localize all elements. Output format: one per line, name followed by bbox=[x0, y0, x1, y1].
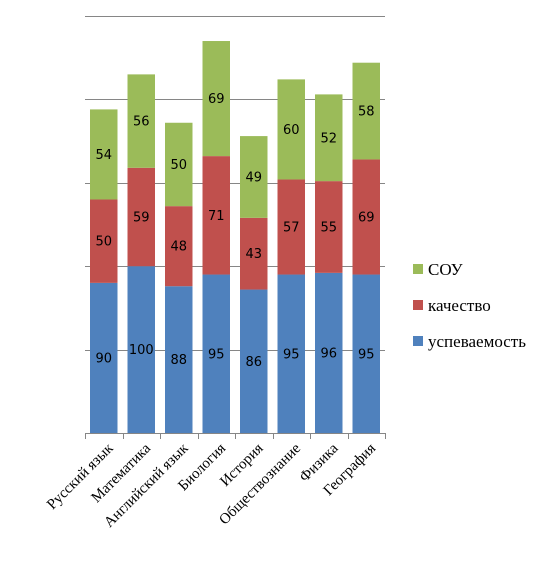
data-label: 58 bbox=[358, 105, 375, 120]
data-label: 69 bbox=[358, 210, 375, 225]
data-label: 50 bbox=[170, 158, 187, 173]
bar-segment bbox=[240, 289, 268, 433]
legend: СОУ качество успеваемость bbox=[413, 260, 526, 351]
data-label: 96 bbox=[320, 346, 337, 361]
bar-segment bbox=[277, 79, 305, 180]
bar-segment bbox=[315, 181, 343, 273]
legend-swatch bbox=[413, 300, 423, 310]
legend-label: успеваемость bbox=[428, 332, 526, 351]
bar-segment bbox=[202, 156, 230, 275]
bar-segment bbox=[202, 41, 230, 157]
data-label: 55 bbox=[320, 221, 337, 236]
data-label: 69 bbox=[208, 92, 225, 107]
bar-segment bbox=[90, 282, 118, 433]
data-label: 88 bbox=[170, 353, 187, 368]
data-label: 95 bbox=[208, 347, 225, 362]
data-label: 95 bbox=[283, 347, 300, 362]
bar-segment bbox=[165, 122, 193, 207]
data-label: 71 bbox=[208, 209, 225, 224]
data-label: 90 bbox=[95, 351, 112, 366]
data-label: 54 bbox=[95, 148, 112, 163]
bar-segment bbox=[165, 286, 193, 433]
data-label: 56 bbox=[133, 115, 150, 130]
data-label: 100 bbox=[129, 343, 154, 358]
legend-swatch bbox=[413, 336, 423, 346]
legend-swatch bbox=[413, 264, 423, 274]
bars: 90 50 54 100 59 56 88 48 50 95 71 69 86 43 49 95 57 60 96 5… bbox=[90, 41, 380, 433]
bar-segment bbox=[240, 217, 268, 290]
data-label: 86 bbox=[245, 355, 262, 370]
data-label: 48 bbox=[170, 240, 187, 255]
bar-segment bbox=[352, 274, 380, 433]
bar-segment bbox=[165, 206, 193, 287]
data-label: 59 bbox=[133, 210, 150, 225]
legend-label: качество bbox=[428, 296, 491, 315]
bar-segment bbox=[90, 199, 118, 283]
bar-segment bbox=[202, 274, 230, 433]
bar-segment bbox=[127, 167, 155, 267]
data-label: 60 bbox=[283, 123, 300, 138]
data-label: 95 bbox=[358, 347, 375, 362]
bar-segment bbox=[315, 272, 343, 433]
bar-segment bbox=[277, 179, 305, 275]
bar-segment bbox=[127, 266, 155, 433]
bar-segment bbox=[352, 62, 380, 160]
bar-segment bbox=[90, 109, 118, 200]
bar-segment bbox=[315, 94, 343, 182]
data-label: 43 bbox=[245, 247, 262, 262]
legend-label: СОУ bbox=[428, 260, 464, 279]
bar-segment bbox=[277, 274, 305, 433]
data-label: 57 bbox=[283, 221, 300, 236]
data-label: 49 bbox=[245, 170, 262, 185]
x-axis bbox=[85, 433, 386, 439]
data-label: 52 bbox=[320, 131, 337, 146]
bar-segment bbox=[240, 136, 268, 218]
bar-segment bbox=[352, 159, 380, 275]
data-label: 50 bbox=[95, 235, 112, 250]
bar-segment bbox=[127, 74, 155, 168]
